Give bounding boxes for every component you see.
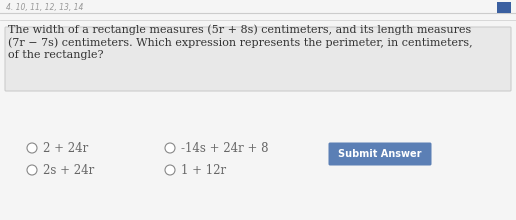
FancyBboxPatch shape [5,27,511,91]
Text: The width of a rectangle measures (5r + 8s) centimeters, and its length measures: The width of a rectangle measures (5r + … [8,24,471,35]
Text: of the rectangle?: of the rectangle? [8,50,104,60]
Circle shape [165,143,175,153]
Text: 4. 10, 11, 12, 13, 14: 4. 10, 11, 12, 13, 14 [6,2,84,11]
Text: Submit Answer: Submit Answer [338,149,422,159]
Text: (7r − 7s) centimeters. Which expression represents the perimeter, in centimeters: (7r − 7s) centimeters. Which expression … [8,37,473,48]
Circle shape [27,143,37,153]
Circle shape [165,165,175,175]
Text: 2 + 24r: 2 + 24r [43,141,88,154]
FancyBboxPatch shape [329,143,431,165]
Text: 2s + 24r: 2s + 24r [43,163,94,176]
Text: 1 + 12r: 1 + 12r [181,163,226,176]
Text: -14s + 24r + 8: -14s + 24r + 8 [181,141,268,154]
FancyBboxPatch shape [497,2,511,13]
Circle shape [27,165,37,175]
